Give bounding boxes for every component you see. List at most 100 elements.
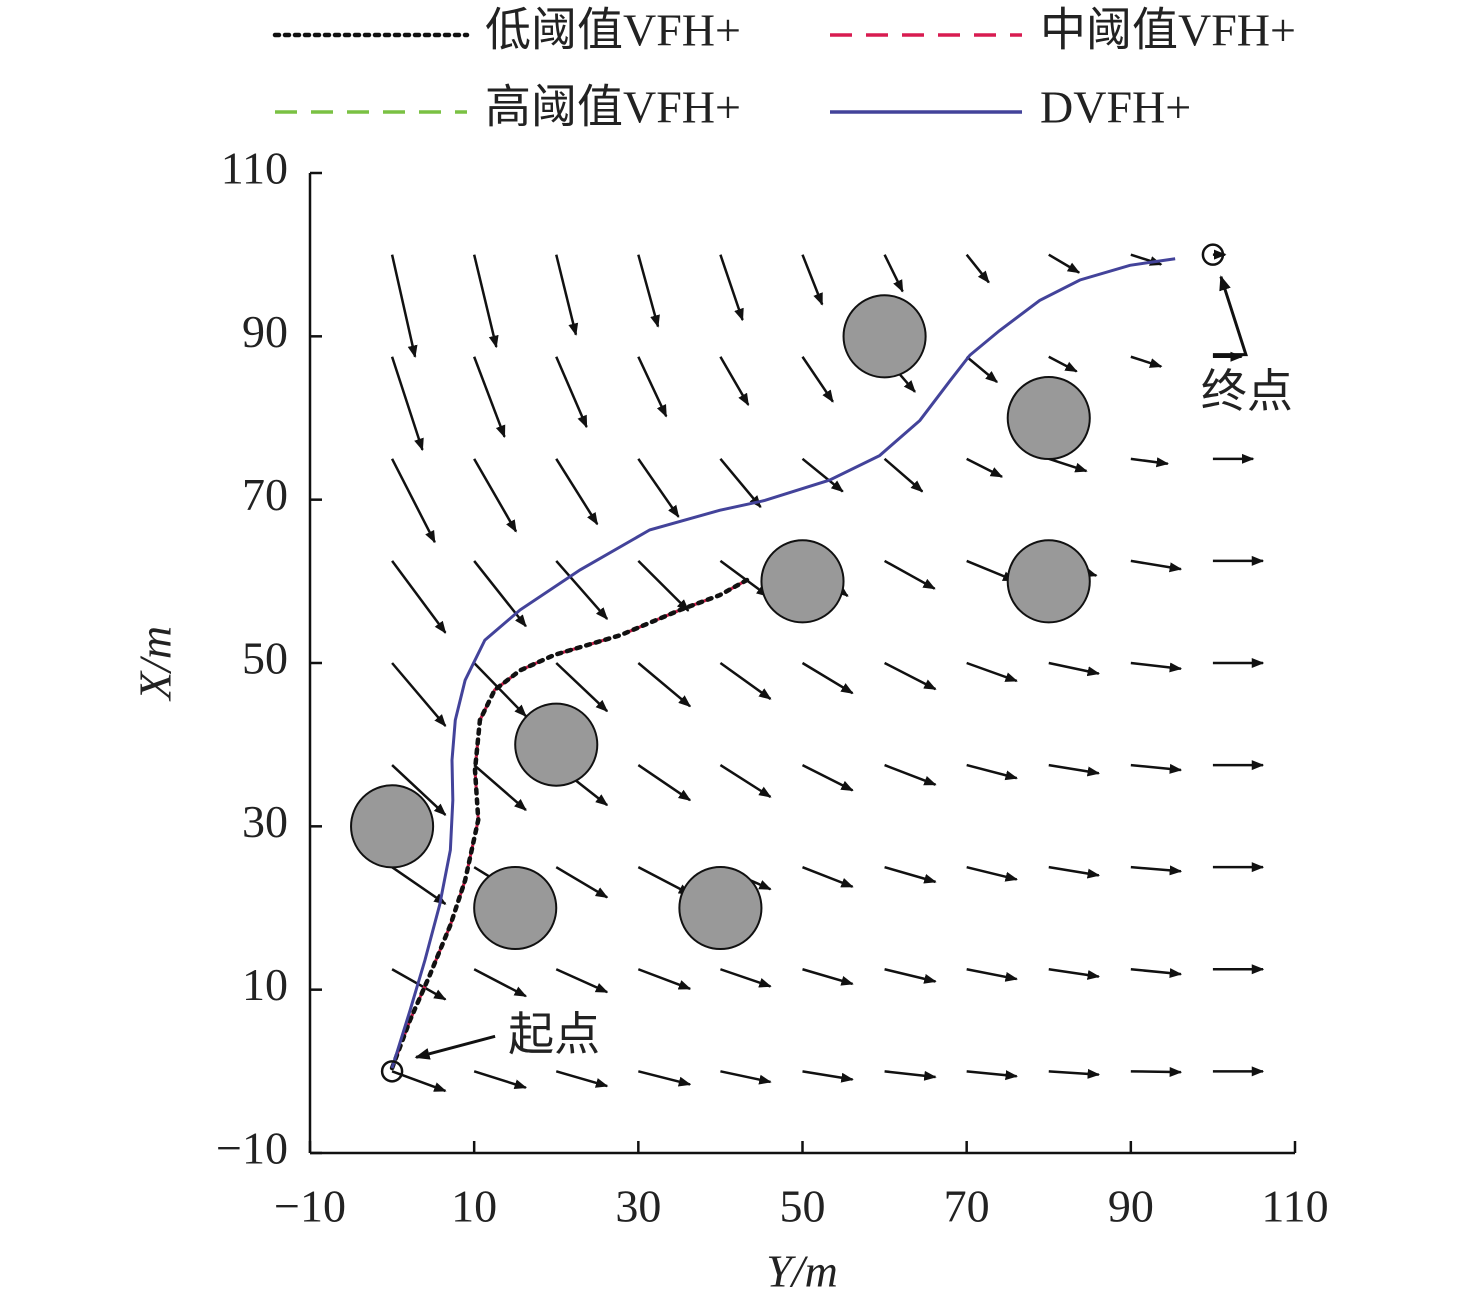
- field-arrow: [473, 458, 518, 533]
- field-arrow: [473, 560, 527, 628]
- field-arrow: [391, 1070, 447, 1093]
- field-arrow: [391, 560, 447, 634]
- y-tick-label: 10: [242, 959, 288, 1010]
- field-arrow: [473, 1070, 528, 1090]
- field-arrow: [1130, 968, 1183, 979]
- field-arrow: [555, 560, 609, 620]
- field-arrow: [1048, 355, 1078, 373]
- field-arrow: [390, 254, 418, 358]
- field-arrow: [555, 866, 609, 899]
- field-arrow: [638, 1070, 692, 1087]
- field-arrow: [1048, 661, 1101, 677]
- field-arrow: [966, 865, 1018, 882]
- field-arrow: [801, 457, 844, 493]
- field-arrow: [391, 866, 447, 905]
- x-tick-label: 30: [615, 1181, 661, 1232]
- obstacle: [678, 865, 763, 951]
- field-arrow: [555, 662, 609, 713]
- path-line: [390, 257, 1176, 1069]
- x-tick-label: 70: [944, 1181, 990, 1232]
- field-arrow: [802, 866, 854, 888]
- field-arrow: [1048, 253, 1081, 274]
- legend-label: 高阈值VFH+: [485, 82, 741, 133]
- field-arrow: [802, 968, 854, 986]
- field-arrow: [801, 763, 854, 792]
- y-tick-label: 90: [242, 306, 288, 357]
- field-arrow: [884, 865, 937, 884]
- annotation-arrow: [1212, 275, 1248, 357]
- field-arrow: [637, 356, 668, 418]
- field-arrow: [965, 355, 998, 384]
- field-arrow: [966, 661, 1018, 683]
- field-arrow: [1048, 457, 1088, 473]
- field-arrow: [555, 356, 588, 429]
- obstacle: [1006, 375, 1091, 461]
- field-arrow: [719, 764, 772, 798]
- legend-label: DVFH+: [1040, 82, 1191, 133]
- x-tick-label: 90: [1108, 1181, 1154, 1232]
- field-arrow: [1048, 1068, 1101, 1079]
- field-arrow: [966, 457, 1004, 478]
- field-arrow: [637, 662, 692, 708]
- annotation: 起点: [508, 1009, 600, 1060]
- field-arrow: [966, 559, 1016, 582]
- field-arrow: [884, 763, 937, 786]
- field-arrow: [473, 764, 527, 811]
- field-arrow: [802, 1070, 854, 1083]
- legend-label: 低阈值VFH+: [485, 5, 741, 56]
- x-tick-label: 110: [1261, 1181, 1328, 1232]
- y-tick-label: 110: [221, 143, 288, 194]
- field-arrow: [391, 662, 447, 727]
- field-arrow: [637, 458, 680, 518]
- field-arrow: [719, 356, 750, 407]
- field-arrow: [391, 764, 447, 816]
- field-arrow: [1130, 559, 1183, 573]
- field-arrow: [1130, 457, 1170, 468]
- field-arrow: [719, 559, 770, 598]
- field-arrow: [555, 458, 599, 526]
- field-arrow: [1130, 661, 1183, 673]
- field-arrow: [637, 254, 660, 328]
- field-arrow: [637, 968, 692, 991]
- x-tick-label: 10: [451, 1181, 497, 1232]
- obstacle: [1006, 539, 1091, 624]
- field-arrow: [473, 662, 527, 717]
- field-arrow: [884, 968, 937, 984]
- field-arrow: [390, 356, 424, 452]
- field-arrow: [555, 254, 579, 336]
- y-axis-label: X/m: [130, 626, 181, 702]
- obstacle: [473, 865, 558, 951]
- goal-marker: [1201, 243, 1225, 266]
- field-arrow: [966, 968, 1018, 982]
- legend-label: 中阈值VFH+: [1040, 5, 1296, 56]
- x-tick-label: 50: [780, 1181, 826, 1232]
- field-arrow: [883, 457, 924, 493]
- x-tick-label: −10: [274, 1181, 346, 1232]
- field-arrow: [720, 1070, 772, 1085]
- field-arrow: [555, 968, 609, 994]
- field-arrow: [966, 1070, 1018, 1081]
- field-arrow: [637, 764, 692, 802]
- field-arrow: [1048, 865, 1101, 879]
- field-arrow: [719, 254, 744, 322]
- y-tick-label: 70: [242, 469, 288, 520]
- field-arrow: [1130, 1066, 1183, 1077]
- field-arrow: [720, 968, 772, 988]
- field-arrow: [1130, 763, 1183, 774]
- y-tick-label: −10: [216, 1123, 288, 1174]
- y-tick-label: 30: [242, 796, 288, 847]
- field-arrow: [1048, 763, 1101, 777]
- field-arrow: [1130, 355, 1163, 368]
- field-arrow: [472, 356, 506, 438]
- obstacle: [760, 539, 845, 624]
- field-arrow: [473, 968, 527, 998]
- field-arrow: [883, 254, 904, 293]
- field-arrow: [801, 661, 854, 695]
- field-arrow: [801, 356, 834, 403]
- field-arrow: [390, 458, 436, 544]
- x-axis-label: Y/m: [766, 1246, 838, 1297]
- field-arrow: [965, 253, 990, 284]
- field-arrow: [883, 559, 936, 590]
- field-arrow: [801, 254, 824, 306]
